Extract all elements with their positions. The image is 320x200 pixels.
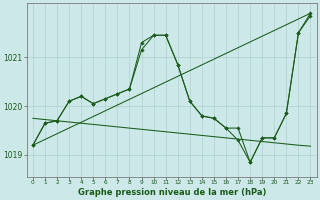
X-axis label: Graphe pression niveau de la mer (hPa): Graphe pression niveau de la mer (hPa) bbox=[77, 188, 266, 197]
